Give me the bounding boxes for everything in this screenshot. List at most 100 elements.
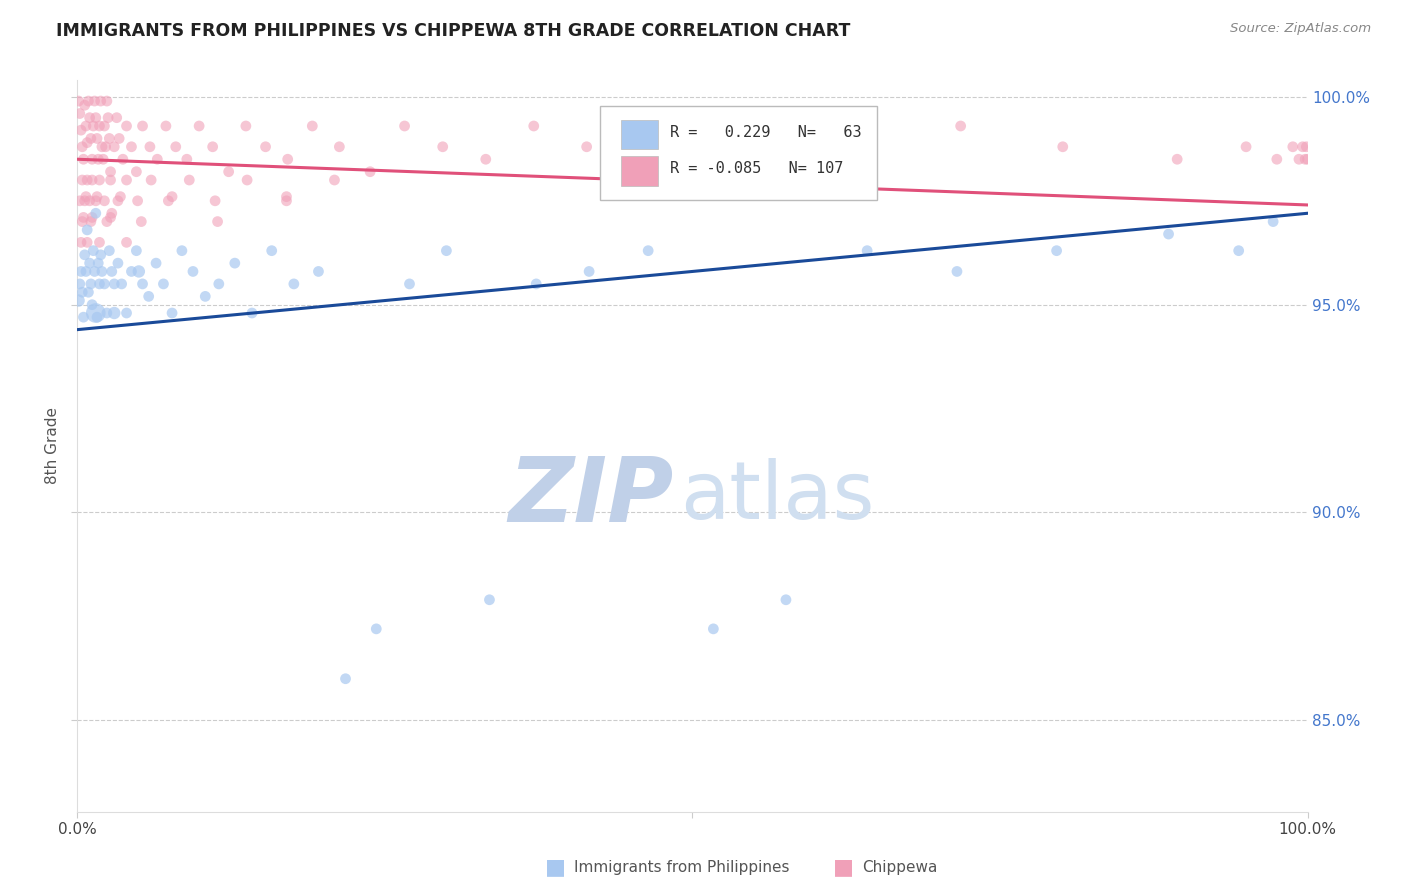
Point [155, 119, 177, 133]
Point [111, 153, 134, 167]
Point [575, 140, 598, 154]
Point [1052, 140, 1074, 154]
Point [1282, 140, 1305, 154]
Point [91, 153, 114, 167]
Point [578, 264, 600, 278]
Point [70, 264, 93, 278]
Point [79, 111, 101, 125]
Point [101, 264, 124, 278]
Point [96, 306, 118, 320]
Point [100, 211, 122, 225]
Point [1292, 140, 1315, 154]
Point [89, 119, 111, 133]
Text: ■: ■ [546, 857, 565, 877]
Point [260, 244, 283, 258]
Point [79, 256, 101, 270]
Point [89, 277, 111, 291]
Point [218, 164, 240, 178]
Point [103, 306, 125, 320]
Point [77, 94, 100, 108]
Point [276, 194, 298, 208]
Point [115, 306, 138, 320]
Point [359, 164, 381, 178]
Point [73, 194, 96, 208]
Point [103, 277, 125, 291]
Point [93, 119, 115, 133]
Point [254, 140, 277, 154]
Point [131, 214, 153, 228]
Point [125, 244, 148, 258]
Point [80, 131, 103, 145]
Point [1295, 140, 1317, 154]
Point [131, 277, 153, 291]
Point [188, 119, 211, 133]
Point [79, 194, 101, 208]
Text: R =   0.229   N=   63: R = 0.229 N= 63 [671, 125, 862, 140]
Point [72, 153, 94, 167]
Point [176, 153, 198, 167]
Point [115, 235, 138, 250]
Point [100, 173, 122, 187]
Point [76, 235, 98, 250]
Point [72, 310, 94, 325]
Point [436, 244, 458, 258]
Point [90, 140, 114, 154]
Point [1166, 153, 1188, 167]
Point [115, 119, 138, 133]
Point [145, 256, 167, 270]
Point [76, 173, 98, 187]
Point [82, 153, 104, 167]
Text: Immigrants from Philippines: Immigrants from Philippines [574, 860, 789, 874]
Point [107, 194, 129, 208]
Text: IMMIGRANTS FROM PHILIPPINES VS CHIPPEWA 8TH GRADE CORRELATION CHART: IMMIGRANTS FROM PHILIPPINES VS CHIPPEWA … [56, 22, 851, 40]
Point [524, 277, 547, 291]
Point [121, 140, 143, 154]
Point [702, 119, 724, 133]
Point [72, 211, 94, 225]
Point [70, 285, 93, 300]
Point [75, 119, 97, 133]
Point [110, 189, 132, 203]
Point [432, 140, 454, 154]
Point [141, 173, 163, 187]
Point [87, 256, 110, 270]
Bar [621, 120, 658, 149]
Point [84, 194, 107, 208]
Point [398, 277, 420, 291]
Point [90, 264, 114, 278]
Point [105, 111, 128, 125]
Point [1046, 244, 1069, 258]
Text: atlas: atlas [681, 458, 875, 536]
Point [1234, 140, 1257, 154]
Point [84, 111, 107, 125]
Point [702, 622, 724, 636]
Point [70, 235, 93, 250]
Point [478, 592, 501, 607]
Point [90, 94, 112, 108]
FancyBboxPatch shape [600, 106, 877, 200]
Point [89, 173, 111, 187]
Point [128, 264, 150, 278]
Text: Source: ZipAtlas.com: Source: ZipAtlas.com [1230, 22, 1371, 36]
Point [207, 214, 229, 228]
Point [160, 189, 183, 203]
Point [1294, 153, 1316, 167]
Point [101, 206, 124, 220]
Point [139, 140, 162, 154]
Point [108, 131, 131, 145]
Point [84, 206, 107, 220]
Point [82, 173, 104, 187]
Point [170, 244, 193, 258]
Point [93, 277, 115, 291]
Point [125, 164, 148, 178]
Point [277, 153, 299, 167]
Point [179, 173, 201, 187]
Point [152, 277, 174, 291]
Point [67, 94, 90, 108]
Point [82, 119, 104, 133]
Point [82, 298, 104, 312]
Point [1265, 153, 1288, 167]
Point [93, 194, 115, 208]
Bar [621, 156, 658, 186]
Point [70, 173, 93, 187]
